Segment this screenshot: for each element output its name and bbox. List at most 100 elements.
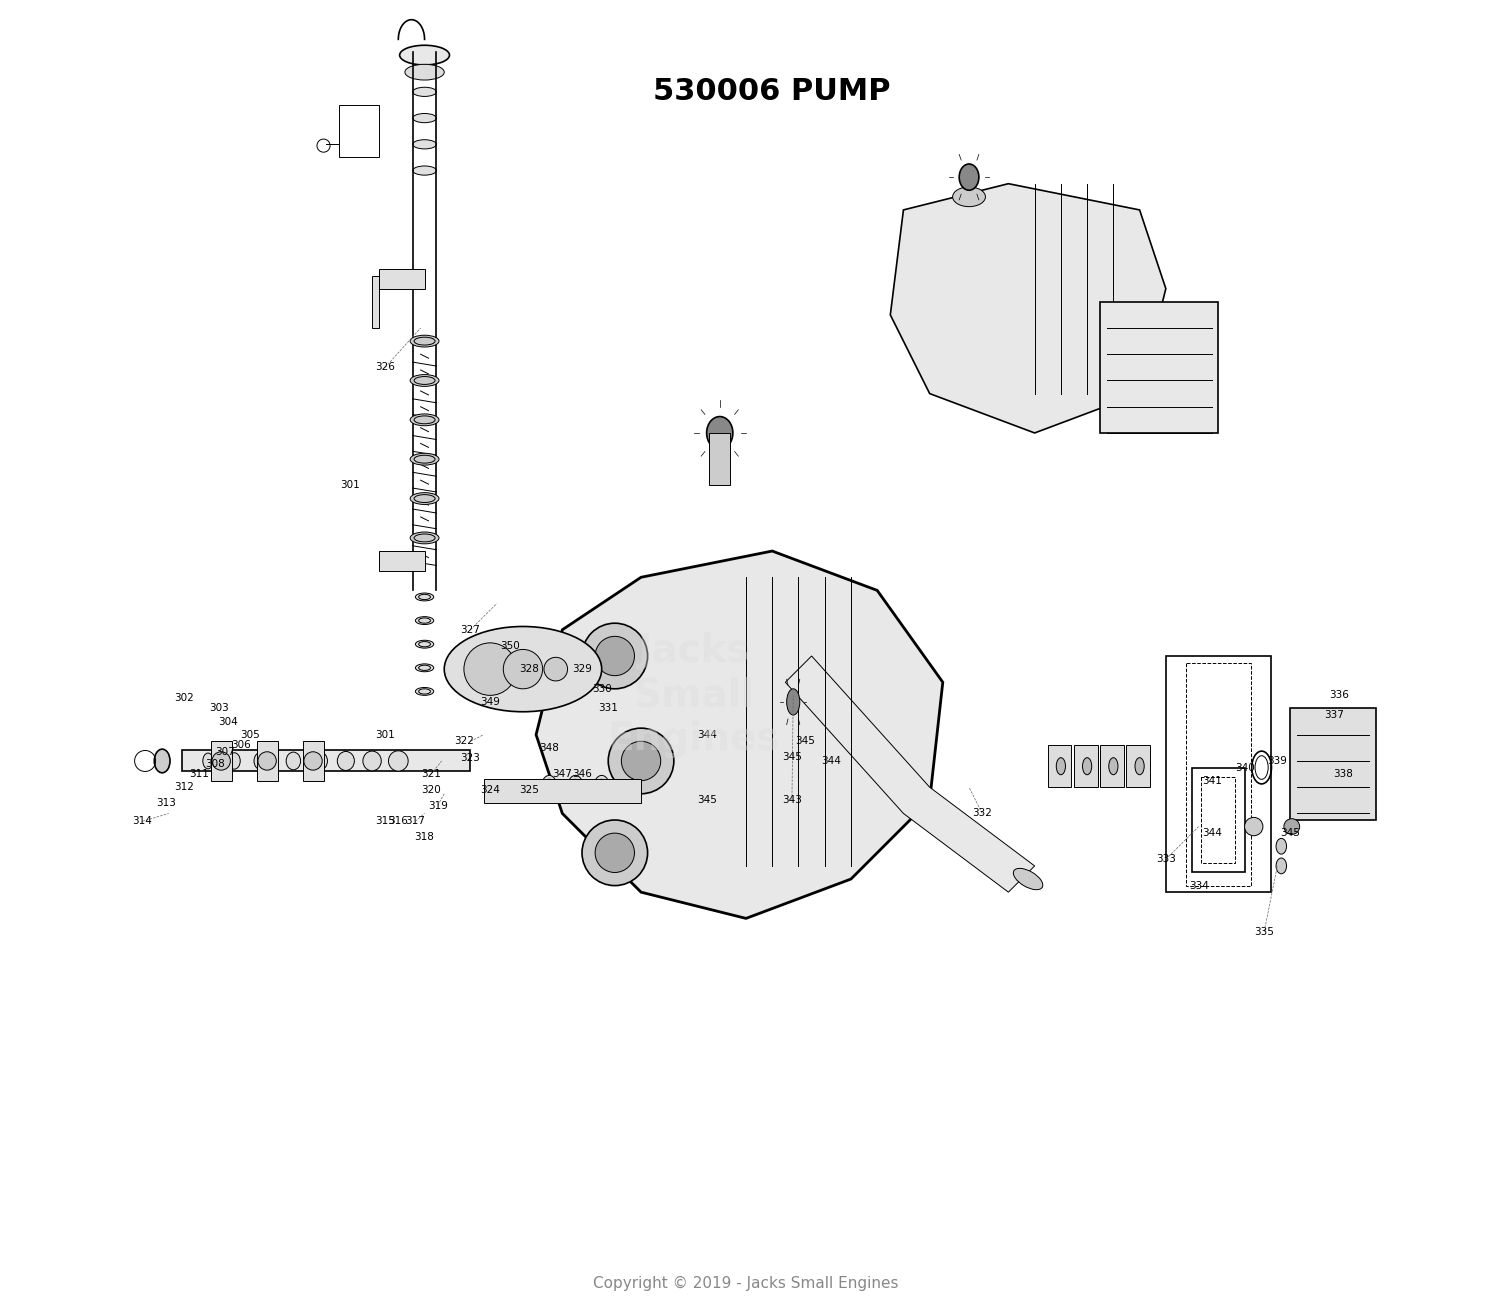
Text: 315: 315 — [376, 816, 395, 827]
Text: 326: 326 — [376, 362, 395, 373]
Polygon shape — [536, 551, 943, 918]
Ellipse shape — [1109, 757, 1118, 774]
Ellipse shape — [404, 64, 445, 80]
Text: Copyright © 2019 - Jacks Small Engines: Copyright © 2019 - Jacks Small Engines — [594, 1275, 898, 1291]
Bar — [1074, 745, 1098, 787]
Ellipse shape — [203, 753, 213, 769]
Text: 328: 328 — [519, 664, 540, 674]
Text: 303: 303 — [209, 703, 228, 714]
Ellipse shape — [415, 593, 434, 601]
Ellipse shape — [413, 139, 436, 150]
Ellipse shape — [415, 664, 434, 672]
Text: 344: 344 — [1203, 828, 1222, 838]
Text: 345: 345 — [782, 752, 801, 762]
Bar — [1100, 302, 1219, 433]
Ellipse shape — [254, 753, 267, 769]
Bar — [1126, 745, 1150, 787]
Text: 345: 345 — [795, 736, 815, 747]
Bar — [483, 779, 642, 803]
Ellipse shape — [445, 627, 601, 711]
Text: 330: 330 — [592, 684, 612, 694]
Circle shape — [503, 649, 543, 689]
Text: 339: 339 — [1267, 756, 1288, 766]
Bar — [303, 741, 324, 781]
Bar — [1047, 745, 1071, 787]
Text: 301: 301 — [340, 480, 360, 491]
Text: 320: 320 — [421, 785, 442, 795]
Bar — [379, 551, 425, 571]
Circle shape — [582, 820, 648, 886]
Ellipse shape — [413, 165, 436, 174]
Ellipse shape — [959, 164, 979, 190]
Circle shape — [1244, 817, 1262, 836]
Circle shape — [595, 833, 634, 872]
Ellipse shape — [1083, 757, 1092, 774]
Text: 319: 319 — [428, 800, 448, 811]
Ellipse shape — [410, 492, 439, 505]
Circle shape — [567, 779, 583, 795]
Text: 335: 335 — [1255, 926, 1274, 937]
Ellipse shape — [337, 752, 355, 770]
Circle shape — [621, 741, 661, 781]
Ellipse shape — [594, 775, 610, 799]
Text: 338: 338 — [1332, 769, 1353, 779]
Text: 530006 PUMP: 530006 PUMP — [653, 77, 891, 106]
Text: 302: 302 — [175, 693, 194, 703]
Ellipse shape — [707, 416, 733, 449]
Text: 336: 336 — [1329, 690, 1349, 701]
Text: 305: 305 — [240, 729, 260, 740]
Text: 349: 349 — [480, 697, 500, 707]
Bar — [1291, 708, 1376, 820]
Ellipse shape — [400, 46, 449, 64]
Circle shape — [258, 752, 276, 770]
Ellipse shape — [410, 533, 439, 543]
Circle shape — [545, 657, 567, 681]
Text: 307: 307 — [215, 747, 236, 757]
Text: 312: 312 — [175, 782, 194, 792]
Bar — [210, 741, 231, 781]
Text: 306: 306 — [231, 740, 251, 750]
Circle shape — [1285, 819, 1300, 834]
Text: 344: 344 — [821, 756, 841, 766]
Circle shape — [595, 636, 634, 676]
Ellipse shape — [410, 413, 439, 425]
Text: 343: 343 — [782, 795, 801, 806]
Circle shape — [609, 728, 674, 794]
Text: 318: 318 — [415, 832, 434, 842]
Ellipse shape — [1056, 757, 1065, 774]
Ellipse shape — [415, 640, 434, 648]
Text: 327: 327 — [461, 625, 480, 635]
Ellipse shape — [1276, 858, 1286, 874]
Ellipse shape — [413, 113, 436, 123]
Ellipse shape — [388, 750, 409, 771]
Text: 304: 304 — [218, 716, 237, 727]
Text: 347: 347 — [552, 769, 573, 779]
Ellipse shape — [312, 752, 327, 770]
Circle shape — [464, 643, 516, 695]
Ellipse shape — [1013, 869, 1043, 890]
Ellipse shape — [410, 335, 439, 346]
Text: 314: 314 — [133, 816, 152, 827]
Text: 346: 346 — [571, 769, 592, 779]
Circle shape — [212, 752, 230, 770]
Text: 324: 324 — [480, 785, 500, 795]
Ellipse shape — [154, 749, 170, 773]
Circle shape — [542, 779, 557, 795]
Text: 331: 331 — [598, 703, 618, 714]
Text: 341: 341 — [1203, 775, 1222, 786]
Text: 350: 350 — [500, 640, 519, 651]
Circle shape — [594, 779, 610, 795]
Text: 311: 311 — [189, 769, 209, 779]
Ellipse shape — [1135, 757, 1144, 774]
Text: 329: 329 — [571, 664, 592, 674]
Text: 333: 333 — [1156, 854, 1176, 865]
Ellipse shape — [410, 453, 439, 464]
Text: 317: 317 — [406, 816, 425, 827]
Polygon shape — [785, 656, 1034, 892]
Circle shape — [582, 623, 648, 689]
Bar — [1100, 745, 1123, 787]
Text: 332: 332 — [973, 808, 992, 819]
Text: Jacks
Small
Engines: Jacks Small Engines — [607, 632, 780, 758]
Polygon shape — [891, 184, 1165, 433]
Ellipse shape — [952, 186, 985, 206]
